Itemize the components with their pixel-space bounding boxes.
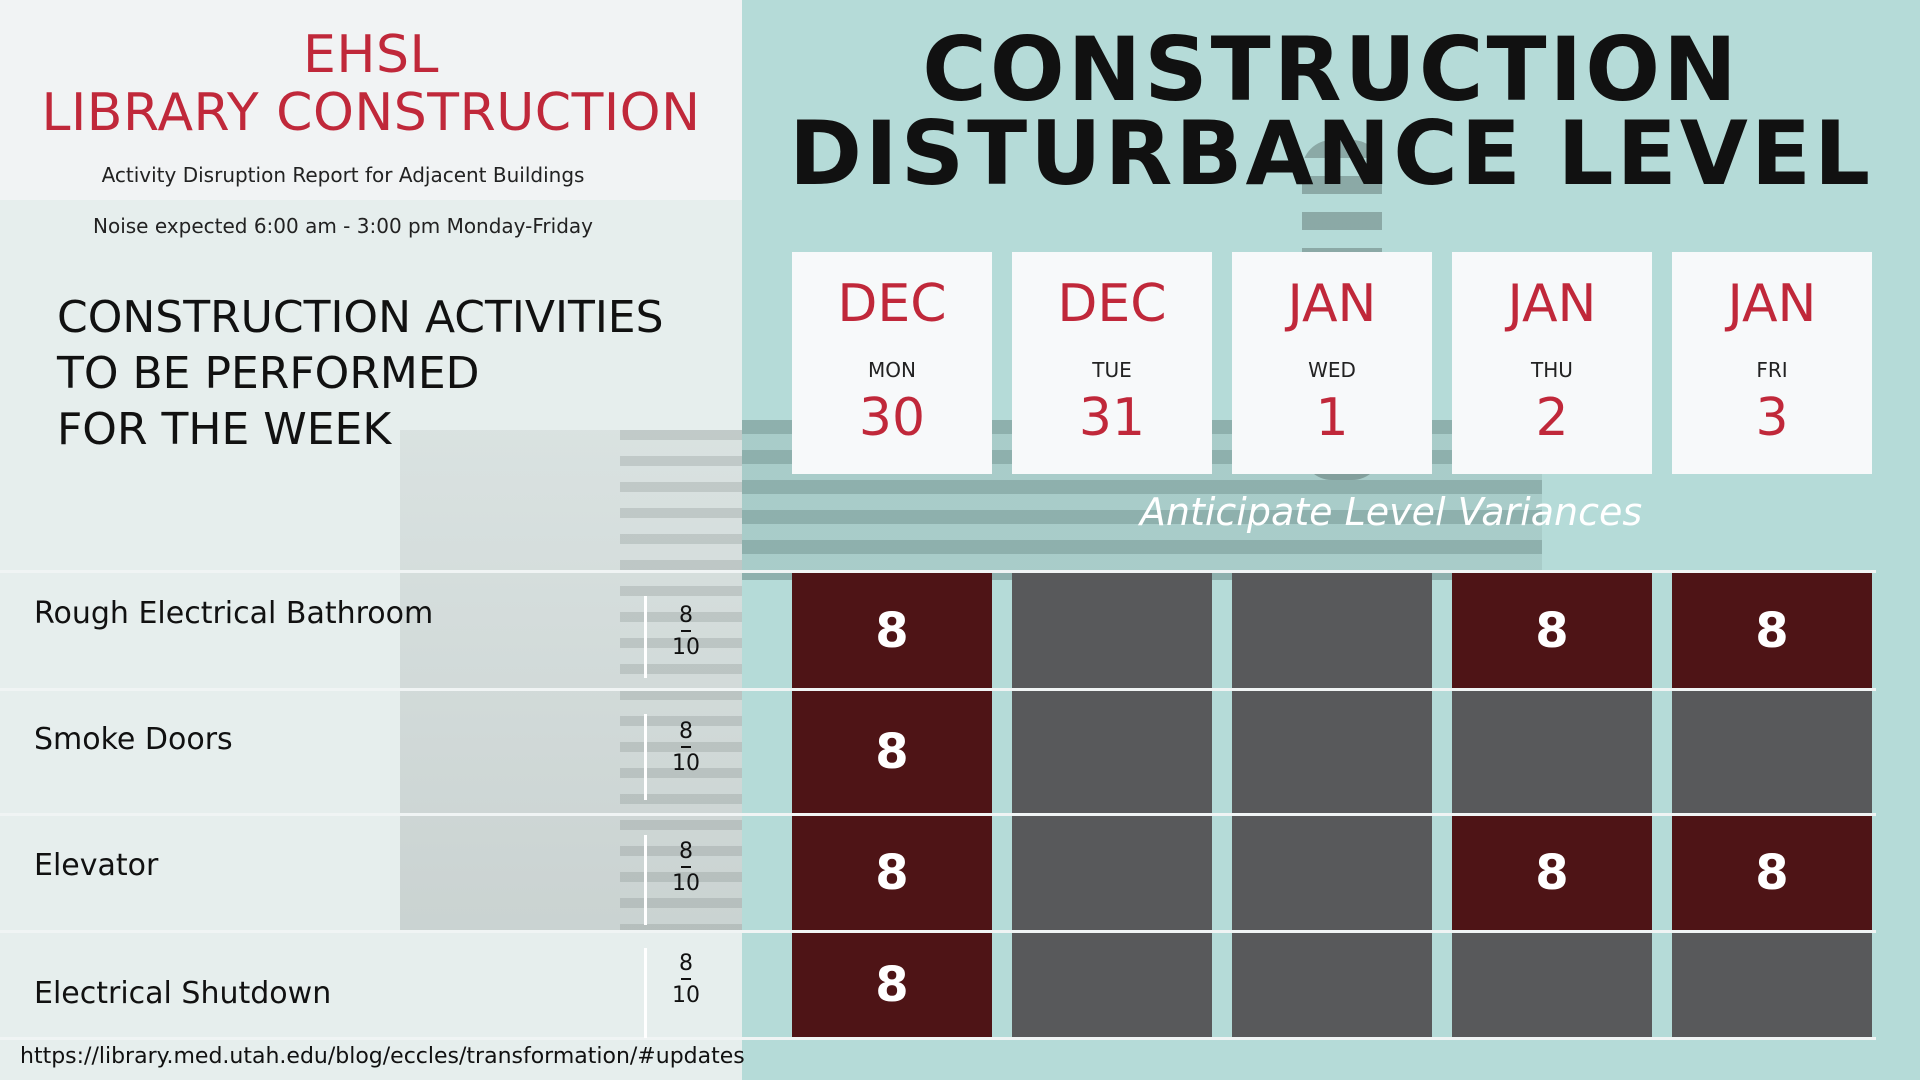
day-number: 31 [1078,388,1146,448]
day-month: JAN [1507,274,1597,334]
day-card: JAN THU 2 [1452,252,1652,474]
day-card: DEC MON 30 [792,252,992,474]
day-month: JAN [1727,274,1817,334]
level-cell [1672,933,1872,1037]
row-separator [0,930,1876,933]
row-divider [644,596,647,678]
day-month: DEC [837,274,947,334]
level-cell [1012,816,1212,930]
level-cell: 8 [792,691,992,813]
building-photo-background [400,430,742,930]
level-cell: 8 [792,816,992,930]
level-denominator: 10 [672,635,700,660]
activities-heading: CONSTRUCTION ACTIVITIES TO BE PERFORMED … [57,290,664,458]
day-number: 30 [858,388,926,448]
org-title-line2: LIBRARY CONSTRUCTION [41,83,701,143]
level-cell [1012,573,1212,688]
level-cell: 8 [792,933,992,1037]
fraction-bar [681,746,691,748]
day-number: 3 [1755,388,1789,448]
level-cell: 8 [1452,573,1652,688]
row-separator [0,813,1876,816]
level-numerator: 8 [679,719,693,744]
org-title-line1: EHSL [303,25,439,85]
header-box: EHSL LIBRARY CONSTRUCTION Activity Disru… [0,0,742,200]
report-subtitle: Activity Disruption Report for Adjacent … [101,163,585,187]
level-cell [1452,691,1652,813]
level-numerator: 8 [679,951,693,976]
level-cell [1452,933,1652,1037]
variance-note: Anticipate Level Variances [1139,490,1643,534]
level-fraction: 8 10 [668,720,704,776]
level-denominator: 10 [672,871,700,896]
level-cell: 8 [792,573,992,688]
day-weekday: THU [1531,358,1573,382]
activities-heading-line3: FOR THE WEEK [57,404,392,455]
row-divider [644,714,647,800]
level-fraction: 8 10 [668,604,704,660]
main-title: CONSTRUCTION DISTURBANCE LEVEL [742,18,1920,205]
level-cell: 8 [1672,573,1872,688]
fraction-bar [681,978,691,980]
level-cell [1232,573,1432,688]
level-fraction: 8 10 [668,840,704,896]
day-card: JAN WED 1 [1232,252,1432,474]
day-weekday: TUE [1092,358,1132,382]
day-weekday: MON [868,358,916,382]
day-number: 2 [1535,388,1569,448]
level-numerator: 8 [679,839,693,864]
level-cell [1012,933,1212,1037]
level-cell [1232,933,1432,1037]
day-weekday: FRI [1756,358,1788,382]
row-separator [0,570,1876,573]
org-title: EHSL LIBRARY CONSTRUCTION [0,26,742,142]
activity-name: Electrical Shutdown [34,976,332,1011]
level-cell: 8 [1672,816,1872,930]
level-denominator: 10 [672,983,700,1008]
level-fraction: 8 10 [668,952,704,1008]
activities-heading-line1: CONSTRUCTION ACTIVITIES [57,292,664,343]
fraction-bar [681,630,691,632]
day-number: 1 [1315,388,1349,448]
level-denominator: 10 [672,751,700,776]
level-cell [1232,816,1432,930]
main-title-line2: DISTURBANCE LEVEL [788,102,1874,205]
noise-schedule-note: Noise expected 6:00 am - 3:00 pm Monday-… [93,214,593,238]
activity-name: Smoke Doors [34,722,233,757]
activities-heading-line2: TO BE PERFORMED [57,348,480,399]
level-cell: 8 [1452,816,1652,930]
day-month: DEC [1057,274,1167,334]
level-cell [1012,691,1212,813]
row-divider [644,948,647,1038]
day-card: JAN FRI 3 [1672,252,1872,474]
row-separator [0,1037,1876,1040]
level-numerator: 8 [679,603,693,628]
left-panel: EHSL LIBRARY CONSTRUCTION Activity Disru… [0,0,742,1080]
main-title-line1: CONSTRUCTION [922,18,1740,121]
day-weekday: WED [1308,358,1356,382]
footer-url[interactable]: https://library.med.utah.edu/blog/eccles… [20,1044,745,1069]
row-separator [0,688,1876,691]
fraction-bar [681,866,691,868]
activity-name: Elevator [34,848,159,883]
level-cell [1672,691,1872,813]
day-card: DEC TUE 31 [1012,252,1212,474]
activity-name: Rough Electrical Bathroom [34,596,434,631]
row-divider [644,835,647,925]
day-month: JAN [1287,274,1377,334]
level-cell [1232,691,1432,813]
